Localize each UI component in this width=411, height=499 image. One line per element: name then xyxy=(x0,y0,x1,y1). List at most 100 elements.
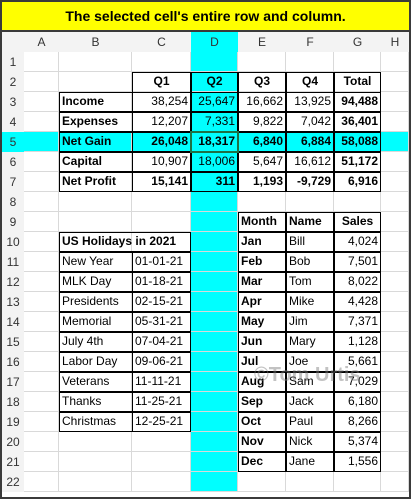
finance-value-cell[interactable]: 36,401 xyxy=(341,114,378,128)
sales-header-month[interactable]: Month xyxy=(241,214,277,228)
sales-name[interactable]: Bob xyxy=(289,254,311,268)
sales-value[interactable]: 7,371 xyxy=(347,314,378,328)
finance-value-cell[interactable]: 311 xyxy=(215,174,235,188)
finance-value-cell[interactable]: 6,840 xyxy=(252,134,283,148)
sales-name[interactable]: Jack xyxy=(289,394,314,408)
holiday-name[interactable]: Labor Day xyxy=(62,354,118,368)
holiday-date[interactable]: 02-15-21 xyxy=(135,294,184,308)
row-header-14[interactable]: 14 xyxy=(2,312,24,332)
finance-value-cell[interactable]: 5,647 xyxy=(252,154,283,168)
column-header-h[interactable]: H xyxy=(381,32,409,52)
row-header-13[interactable]: 13 xyxy=(2,292,24,312)
finance-value-cell[interactable]: -9,729 xyxy=(296,174,331,188)
sales-value[interactable]: 8,266 xyxy=(347,414,378,428)
row-header-17[interactable]: 17 xyxy=(2,372,24,392)
row-header-6[interactable]: 6 xyxy=(2,152,24,172)
row-header-18[interactable]: 18 xyxy=(2,392,24,412)
column-header-e[interactable]: E xyxy=(238,32,286,52)
finance-value-cell[interactable]: 18,006 xyxy=(198,154,235,168)
sales-name[interactable]: Nick xyxy=(289,434,313,448)
holiday-name[interactable]: Christmas xyxy=(62,414,117,428)
row-header-8[interactable]: 8 xyxy=(2,192,24,212)
holiday-date[interactable]: 11-25-21 xyxy=(135,394,183,408)
holiday-date[interactable]: 01-18-21 xyxy=(135,274,184,288)
row-header-7[interactable]: 7 xyxy=(2,172,24,192)
sales-month[interactable]: Feb xyxy=(241,254,263,268)
finance-header-q3[interactable]: Q3 xyxy=(253,74,270,88)
finance-value-cell[interactable]: 7,042 xyxy=(300,114,331,128)
sales-month[interactable]: Jan xyxy=(241,234,262,248)
sales-month[interactable]: Jul xyxy=(241,354,259,368)
row-header-15[interactable]: 15 xyxy=(2,332,24,352)
sales-value[interactable]: 1,556 xyxy=(347,454,378,468)
finance-value-cell[interactable]: 94,488 xyxy=(341,94,378,108)
row-header-12[interactable]: 12 xyxy=(2,272,24,292)
row-header-5[interactable]: 5 xyxy=(2,132,24,152)
finance-value-cell[interactable]: 38,254 xyxy=(151,94,188,108)
column-header-c[interactable]: C xyxy=(132,32,191,52)
sales-value[interactable]: 8,022 xyxy=(347,274,378,288)
sales-name[interactable]: Jim xyxy=(289,314,308,328)
holidays-title[interactable]: US Holidays in 2021 xyxy=(62,234,177,248)
holiday-name[interactable]: Memorial xyxy=(62,314,112,328)
finance-header-q1[interactable]: Q1 xyxy=(153,74,170,88)
column-header-f[interactable]: F xyxy=(286,32,334,52)
selected-cell-d5[interactable] xyxy=(190,131,239,153)
sales-month[interactable]: Mar xyxy=(241,274,263,288)
finance-value-cell[interactable]: 51,172 xyxy=(341,154,378,168)
sales-month[interactable]: Apr xyxy=(241,294,262,308)
column-header-g[interactable]: G xyxy=(334,32,381,52)
sales-value[interactable]: 7,501 xyxy=(347,254,378,268)
holiday-name[interactable]: MLK Day xyxy=(62,274,112,288)
holiday-date[interactable]: 01-01-21 xyxy=(135,254,184,268)
row-header-20[interactable]: 20 xyxy=(2,432,24,452)
holiday-name[interactable]: July 4th xyxy=(62,334,104,348)
row-header-11[interactable]: 11 xyxy=(2,252,24,272)
sales-name[interactable]: Bill xyxy=(289,234,306,248)
sales-value[interactable]: 6,180 xyxy=(347,394,378,408)
row-header-22[interactable]: 22 xyxy=(2,472,24,492)
finance-value-cell[interactable]: 9,822 xyxy=(252,114,283,128)
sales-month[interactable]: Jun xyxy=(241,334,263,348)
finance-value-cell[interactable]: 18,317 xyxy=(198,134,235,148)
holiday-name[interactable]: Thanks xyxy=(62,394,102,408)
holiday-name[interactable]: Veterans xyxy=(62,374,110,388)
column-header-d[interactable]: D xyxy=(191,32,238,52)
finance-value-cell[interactable]: 6,884 xyxy=(300,134,331,148)
sales-month[interactable]: Dec xyxy=(241,454,264,468)
finance-value-cell[interactable]: 25,647 xyxy=(198,94,235,108)
sales-value[interactable]: 4,428 xyxy=(347,294,378,308)
finance-value-cell[interactable]: 15,141 xyxy=(151,174,188,188)
sales-value[interactable]: 7,029 xyxy=(347,374,378,388)
sales-value[interactable]: 1,128 xyxy=(347,334,378,348)
row-header-21[interactable]: 21 xyxy=(2,452,24,472)
finance-value-cell[interactable]: 26,048 xyxy=(151,134,188,148)
row-header-3[interactable]: 3 xyxy=(2,92,24,112)
sales-month[interactable]: May xyxy=(241,314,265,328)
finance-header-q2[interactable]: Q2 xyxy=(206,74,223,88)
sales-value[interactable]: 5,374 xyxy=(347,434,378,448)
holiday-date[interactable]: 09-06-21 xyxy=(135,354,184,368)
finance-row-label[interactable]: Net Gain xyxy=(62,134,112,148)
sales-month[interactable]: Aug xyxy=(241,374,265,388)
sales-name[interactable]: Jane xyxy=(289,454,316,468)
finance-value-cell[interactable]: 12,207 xyxy=(151,114,188,128)
row-header-2[interactable]: 2 xyxy=(2,72,24,92)
sales-name[interactable]: Joe xyxy=(289,354,309,368)
finance-header-total[interactable]: Total xyxy=(343,74,372,88)
holiday-date[interactable]: 05-31-21 xyxy=(135,314,184,328)
sales-value[interactable]: 5,661 xyxy=(347,354,378,368)
sales-month[interactable]: Nov xyxy=(241,434,264,448)
finance-value-cell[interactable]: 58,088 xyxy=(341,134,378,148)
sales-month[interactable]: Sep xyxy=(241,394,264,408)
row-header-1[interactable]: 1 xyxy=(2,52,24,72)
sales-name[interactable]: Mike xyxy=(289,294,315,308)
holiday-date[interactable]: 12-25-21 xyxy=(135,414,184,428)
row-header-16[interactable]: 16 xyxy=(2,352,24,372)
finance-row-label[interactable]: Income xyxy=(62,94,105,108)
finance-value-cell[interactable]: 16,612 xyxy=(294,154,331,168)
sales-name[interactable]: Paul xyxy=(289,414,314,428)
finance-value-cell[interactable]: 13,925 xyxy=(294,94,331,108)
column-header-a[interactable]: A xyxy=(24,32,59,52)
row-header-9[interactable]: 9 xyxy=(2,212,24,232)
